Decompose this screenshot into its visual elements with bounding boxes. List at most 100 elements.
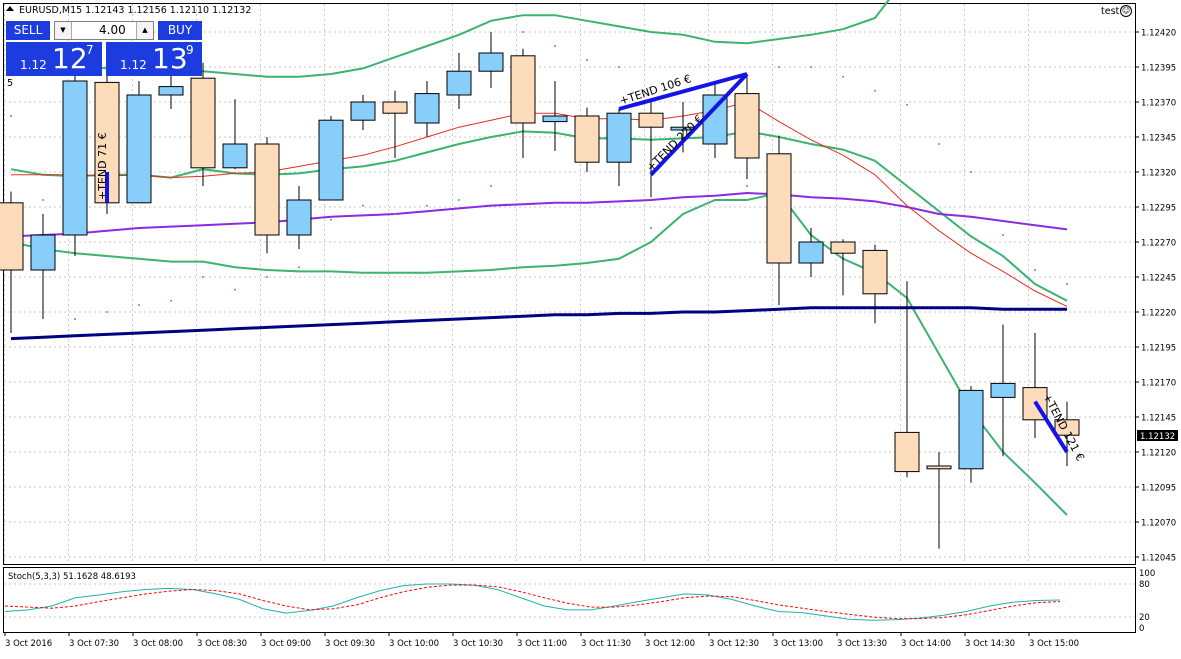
corner-number: 5 <box>7 78 14 89</box>
price-tick-label: 1.12220 <box>1141 309 1176 319</box>
bullish-candle <box>222 143 248 169</box>
parabolic-sar-dot <box>426 204 428 207</box>
parabolic-sar-dot <box>202 276 204 278</box>
moving-average-red-line <box>11 101 1068 307</box>
bearish-candle <box>382 101 408 114</box>
current-price-tag-bg <box>1137 430 1178 441</box>
parabolic-sar-dot <box>970 171 972 173</box>
bearish-candle <box>862 249 888 295</box>
stoch-tick-label: 0 <box>1139 624 1144 634</box>
parabolic-sar-dot <box>874 89 876 92</box>
sell-button[interactable]: SELL <box>6 21 50 40</box>
stoch-header: Stoch(5,3,3) 51.1628 48.6193 <box>8 572 136 582</box>
up-arrow-icon[interactable]: ▲ <box>136 22 153 39</box>
parabolic-sar-dot <box>458 199 460 201</box>
price-tick-label: 1.12345 <box>1141 134 1176 144</box>
expert-name: test <box>1101 6 1120 17</box>
buy-button[interactable]: BUY <box>158 21 202 40</box>
bullish-candle <box>542 115 568 123</box>
bullish-candle <box>958 389 984 470</box>
stoch-tick-label: 80 <box>1139 580 1150 590</box>
parabolic-sar-dot <box>330 218 332 221</box>
price-tick-label: 1.12395 <box>1141 64 1176 74</box>
parabolic-sar-dot <box>778 66 780 68</box>
price-tick-label: 1.12370 <box>1141 99 1176 109</box>
time-tick-label: 3 Oct 2016 <box>5 639 52 649</box>
parabolic-sar-dot <box>586 59 588 61</box>
window-menu-arrow-icon[interactable] <box>6 6 14 11</box>
parabolic-sar-dot <box>810 66 812 68</box>
bearish-candle <box>926 465 952 470</box>
time-tick-label: 3 Oct 07:30 <box>69 639 119 649</box>
time-axis[interactable]: 3 Oct 2016 3 Oct 07:30 3 Oct 08:00 3 Oct 08… <box>4 632 1079 649</box>
bearish-candle <box>190 77 216 169</box>
time-tick-label: 3 Oct 09:00 <box>261 639 311 649</box>
buy-quote-fraction: 9 <box>186 43 194 57</box>
bearish-candle <box>510 55 536 124</box>
down-arrow-icon[interactable]: ▼ <box>55 22 72 39</box>
parabolic-sar-dot <box>138 304 140 306</box>
parabolic-sar-dot <box>714 199 716 201</box>
bearish-candle <box>638 112 664 128</box>
one-click-trading-panel: SELL ▼ 4.00 ▲ BUY 1.12 12 7 1.12 13 9 <box>6 21 202 77</box>
bearish-candle <box>0 202 24 271</box>
parabolic-sar-dot <box>554 45 556 47</box>
time-tick-label: 3 Oct 10:00 <box>389 639 439 649</box>
bearish-candle <box>766 153 792 264</box>
parabolic-sar-dot <box>682 213 684 215</box>
bearish-candle <box>734 93 760 159</box>
price-tick-label: 1.12170 <box>1141 379 1176 389</box>
buy-quote-pips: 13 <box>152 42 188 75</box>
bearish-candle <box>574 115 600 163</box>
parabolic-sar-dot <box>170 299 172 302</box>
bullish-candle <box>30 234 56 271</box>
bullish-candle <box>414 93 440 124</box>
stoch-tick-label: 100 <box>1139 569 1155 579</box>
bullish-candle <box>286 199 312 236</box>
lot-size-value: 4.00 <box>99 23 126 37</box>
lot-size-input[interactable]: ▼ 4.00 ▲ <box>54 21 154 40</box>
parabolic-sar-dot <box>1034 269 1036 271</box>
bullish-candle <box>990 382 1016 398</box>
sell-quote[interactable]: 1.12 12 7 <box>6 42 102 76</box>
bullish-candle <box>702 94 728 145</box>
price-tick-label: 1.12145 <box>1141 414 1176 424</box>
bullish-candle <box>350 101 376 121</box>
price-tick-label: 1.12095 <box>1141 484 1176 494</box>
time-tick-label: 3 Oct 15:00 <box>1029 639 1079 649</box>
stoch-main-line <box>4 583 1061 621</box>
parabolic-sar-dot <box>234 288 236 291</box>
parabolic-sar-dot <box>394 213 396 215</box>
parabolic-sar-dot <box>906 103 908 106</box>
price-tick-label: 1.12320 <box>1141 169 1176 179</box>
bearish-candle <box>894 431 920 473</box>
bearish-candle <box>1054 419 1080 436</box>
buy-quote[interactable]: 1.12 13 9 <box>106 42 202 76</box>
parabolic-sar-dot <box>74 318 76 320</box>
stoch-signal-line <box>4 584 1061 620</box>
candles <box>0 32 1080 549</box>
bollinger-middle-line <box>10 130 1068 302</box>
price-tick-label: 1.12270 <box>1141 239 1176 249</box>
parabolic-sar-dot <box>362 204 364 207</box>
bullish-candle <box>318 119 344 201</box>
parabolic-sar-dot <box>1066 283 1068 285</box>
price-tick-label: 1.12070 <box>1141 519 1176 529</box>
bullish-candle <box>606 112 632 163</box>
smiley-icon[interactable]: ☺ <box>1120 5 1132 17</box>
time-tick-label: 3 Oct 14:00 <box>901 639 951 649</box>
time-tick-label: 3 Oct 08:30 <box>197 639 247 649</box>
parabolic-sar-dot <box>938 143 940 145</box>
moving-average-navy-line <box>10 306 1067 341</box>
parabolic-sar-dot <box>266 276 268 278</box>
bullish-candle <box>446 70 472 96</box>
parabolic-sar-dot <box>42 199 44 201</box>
price-tick-label: 1.12245 <box>1141 274 1176 284</box>
bearish-candle <box>254 143 280 236</box>
price-tick-label: 1.12295 <box>1141 204 1176 214</box>
stoch-plot-frame <box>3 567 1136 633</box>
price-axis[interactable]: 1.12420 1.12395 1.12370 1.12345 1.12320 1.122… <box>1135 29 1176 564</box>
trade-line-3 <box>649 72 749 177</box>
